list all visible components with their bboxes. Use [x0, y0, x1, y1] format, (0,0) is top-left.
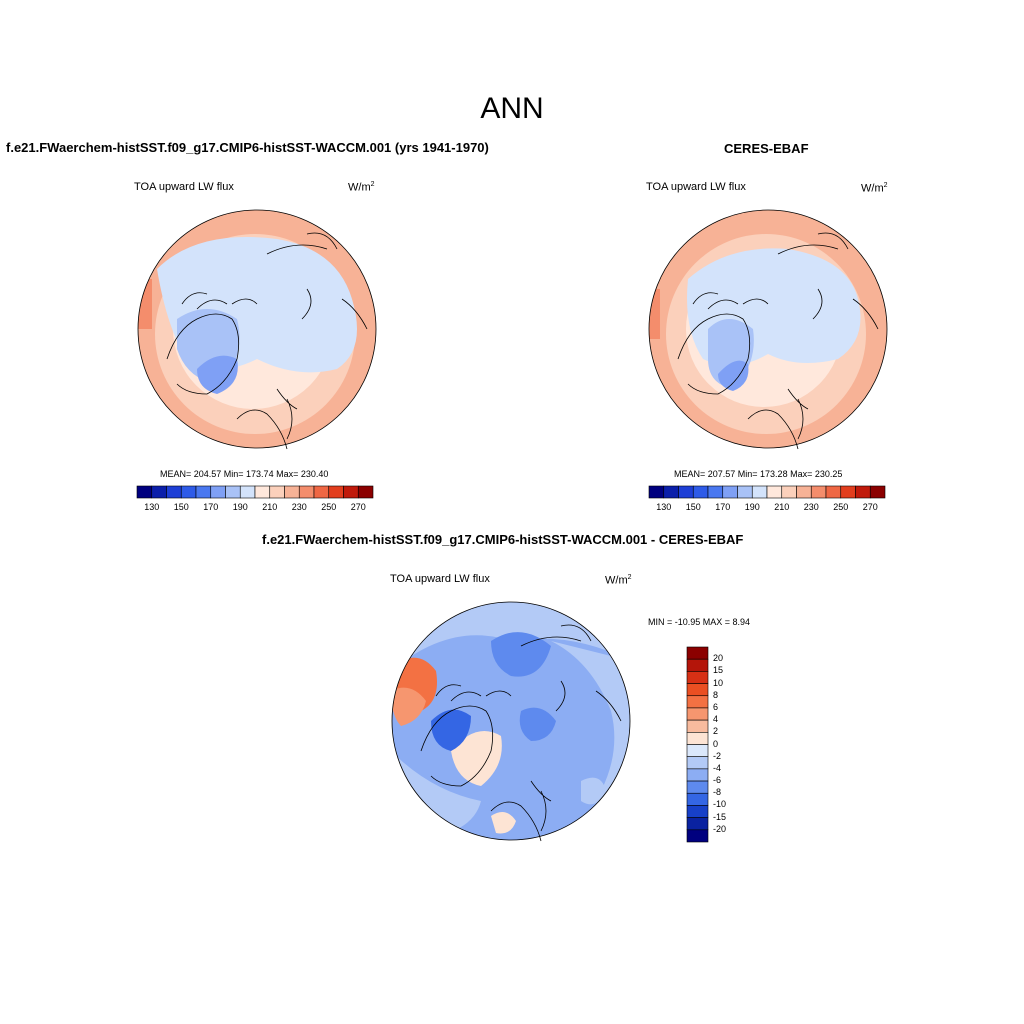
diff-colorbar-tick-label: -10 — [713, 799, 727, 810]
diff-colorbar-swatch — [686, 707, 709, 721]
diff-colorbar-tick-label: 10 — [713, 677, 724, 688]
diff-colorbar-tick-label: -2 — [713, 750, 722, 761]
colorbar-tick-label: 130 — [144, 502, 160, 512]
figure-title: ANN — [480, 92, 544, 125]
diff-colorbar-swatch — [686, 683, 709, 697]
colorbar-tick-label: 130 — [656, 502, 672, 512]
colorbar-swatch — [648, 485, 665, 499]
colorbar-swatch — [692, 485, 709, 499]
colorbar-tick-label: 270 — [350, 502, 366, 512]
obs-units-label: W/m2 — [861, 182, 888, 195]
diff-stats: MIN = -10.95 MAX = 8.94 — [648, 617, 751, 627]
colorbar-tick-label: 250 — [321, 502, 337, 512]
colorbar-swatch — [343, 485, 359, 499]
diff-colorbar-swatch — [686, 780, 709, 794]
diff-colorbar-swatch — [686, 646, 709, 660]
colorbar-swatch — [239, 485, 256, 499]
diff-colorbar-swatch — [686, 817, 709, 831]
colorbar-tick-label: 270 — [862, 502, 878, 512]
colorbar-swatch — [313, 485, 330, 499]
diff-colorbar-swatch — [686, 658, 709, 672]
diff-colorbar-tick-label: 8 — [713, 689, 719, 700]
colorbar-swatch — [840, 485, 856, 499]
diff-units-label: W/m2 — [605, 574, 632, 587]
obs-variable-label: TOA upward LW flux — [646, 181, 746, 193]
colorbar-tick-label: 150 — [173, 502, 189, 512]
model-polar-map — [137, 209, 377, 450]
colorbar-swatch — [210, 485, 226, 499]
colorbar-swatch — [284, 485, 300, 499]
obs-colorbar — [648, 485, 886, 499]
colorbar-tick-label: 170 — [715, 502, 731, 512]
model-colorbar — [136, 485, 374, 499]
diff-colorbar-swatch — [686, 695, 709, 709]
colorbar-swatch — [766, 485, 783, 499]
colorbar-swatch — [166, 485, 182, 499]
diff-colorbar-tick-label: 4 — [713, 714, 719, 725]
obs-panel-title: CERES-EBAF — [724, 141, 809, 156]
model-variable-label: TOA upward LW flux — [134, 181, 234, 193]
colorbar-swatch — [781, 485, 797, 499]
colorbar-swatch — [298, 485, 315, 499]
diff-colorbar-tick-label: -15 — [713, 811, 727, 822]
colorbar-swatch — [707, 485, 724, 499]
model-stats: MEAN= 204.57 Min= 173.74 Max= 230.40 — [160, 469, 329, 479]
colorbar-swatch — [225, 485, 241, 499]
colorbar-swatch — [136, 485, 153, 499]
colorbar-swatch — [328, 485, 344, 499]
colorbar-swatch — [722, 485, 738, 499]
colorbar-swatch — [855, 485, 871, 499]
diff-colorbar-tick-label: 20 — [713, 653, 724, 664]
colorbar-swatch — [825, 485, 842, 499]
diff-colorbar-swatch — [686, 732, 709, 745]
obs-stats: MEAN= 207.57 Min= 173.28 Max= 230.25 — [674, 469, 843, 479]
colorbar-swatch — [678, 485, 694, 499]
diff-colorbar-swatch — [686, 829, 709, 843]
diff-colorbar — [686, 646, 709, 843]
diff-colorbar-tick-label: 2 — [713, 726, 719, 737]
diff-variable-label: TOA upward LW flux — [390, 573, 490, 585]
obs-polar-map — [648, 209, 888, 450]
colorbar-tick-label: 150 — [685, 502, 701, 512]
model-panel-title: f.e21.FWaerchem-histSST.f09_g17.CMIP6-hi… — [6, 140, 489, 155]
colorbar-swatch — [796, 485, 812, 499]
colorbar-tick-label: 190 — [744, 502, 760, 512]
diff-colorbar-swatch — [686, 768, 709, 782]
colorbar-tick-label: 230 — [803, 502, 819, 512]
colorbar-swatch — [195, 485, 212, 499]
diff-colorbar-swatch — [686, 756, 709, 770]
colorbar-swatch — [751, 485, 768, 499]
colorbar-swatch — [269, 485, 285, 499]
diff-colorbar-swatch — [686, 792, 709, 806]
diff-colorbar-tick-label: 15 — [713, 665, 724, 676]
diff-colorbar-tick-label: 6 — [713, 701, 719, 712]
colorbar-swatch — [254, 485, 271, 499]
colorbar-swatch — [357, 485, 374, 499]
diff-colorbar-swatch — [686, 744, 709, 757]
diff-colorbar-tick-label: -6 — [713, 775, 722, 786]
diff-colorbar-swatch — [686, 805, 709, 818]
colorbar-tick-label: 190 — [232, 502, 248, 512]
diff-colorbar-tick-label: -20 — [713, 823, 727, 834]
colorbar-swatch — [737, 485, 753, 499]
colorbar-swatch — [663, 485, 679, 499]
colorbar-tick-label: 210 — [262, 502, 278, 512]
diff-colorbar-tick-label: -4 — [713, 762, 722, 773]
diff-colorbar-swatch — [686, 671, 709, 684]
diff-colorbar-tick-label: 0 — [713, 738, 719, 749]
colorbar-tick-label: 170 — [203, 502, 219, 512]
colorbar-swatch — [869, 485, 886, 499]
colorbar-tick-label: 210 — [774, 502, 790, 512]
colorbar-swatch — [810, 485, 827, 499]
colorbar-tick-label: 230 — [291, 502, 307, 512]
diff-colorbar-swatch — [686, 719, 709, 733]
model-units-label: W/m2 — [348, 181, 375, 194]
colorbar-swatch — [151, 485, 167, 499]
colorbar-tick-label: 250 — [833, 502, 849, 512]
diff-colorbar-tick-label: -8 — [713, 787, 722, 798]
diff-polar-map — [391, 601, 631, 842]
colorbar-swatch — [180, 485, 197, 499]
diff-panel-title: f.e21.FWaerchem-histSST.f09_g17.CMIP6-hi… — [262, 532, 744, 547]
